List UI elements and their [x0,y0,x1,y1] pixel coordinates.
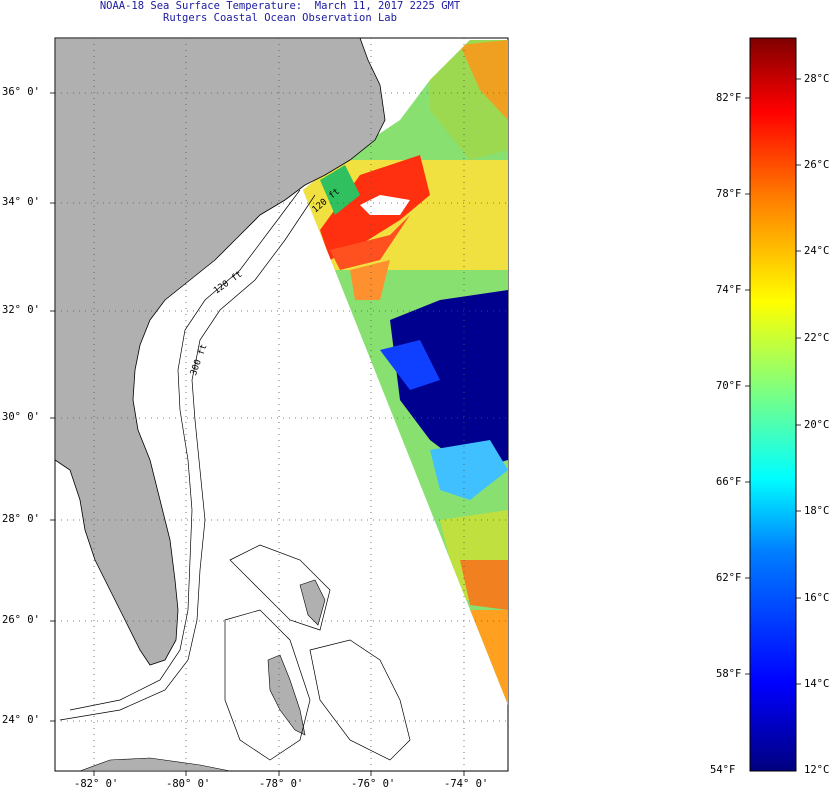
colorbar-c-label: 28°C [804,73,830,85]
map-subtitle: Rutgers Coastal Ocean Observation Lab [163,12,397,24]
lat-label: 26° 0' [2,614,40,626]
colorbar-f-label: 58°F [716,668,742,680]
colorbar-c-label: 24°C [804,245,830,257]
colorbar-c-label: 12°C [804,764,830,776]
lon-label: -74° 0' [444,778,489,790]
colorbar-c-label: 16°C [804,592,830,604]
land-bahamas-2 [299,579,326,626]
colorbar-f-label: 78°F [716,188,742,200]
colorbar-ticks [745,78,801,685]
land-us-east-coast [55,38,386,666]
lat-label: 24° 0' [2,714,40,726]
lat-label: 34° 0' [2,196,40,208]
colorbar-c-label: 18°C [804,505,830,517]
lon-label: -76° 0' [351,778,396,790]
colorbar-f-label: 66°F [716,476,742,488]
colorbar-f-label: 62°F [716,572,742,584]
isobath-contours [59,189,411,761]
colorbar-f-label: 70°F [716,380,742,392]
graticule [55,38,508,771]
colorbar-f-label: 82°F [716,92,742,104]
colorbar-f-label: 54°F [710,764,736,776]
lat-label: 28° 0' [2,513,40,525]
colorbar-c-label: 26°C [804,159,830,171]
colorbar-c-label: 14°C [804,678,830,690]
axis-ticks [50,92,465,776]
land-bahamas-1 [267,654,306,736]
lon-label: -78° 0' [259,778,304,790]
land-cuba [79,757,231,771]
colorbar-c-label: 22°C [804,332,830,344]
lat-label: 30° 0' [2,411,40,423]
lon-label: -80° 0' [166,778,211,790]
lat-label: 32° 0' [2,304,40,316]
colorbar-c-label: 20°C [804,419,830,431]
lat-label: 36° 0' [2,86,40,98]
map-title: NOAA-18 Sea Surface Temperature: March 1… [99,0,461,12]
colorbar-f-label: 74°F [716,284,742,296]
lon-label: -82° 0' [74,778,119,790]
colorbar [749,37,797,772]
